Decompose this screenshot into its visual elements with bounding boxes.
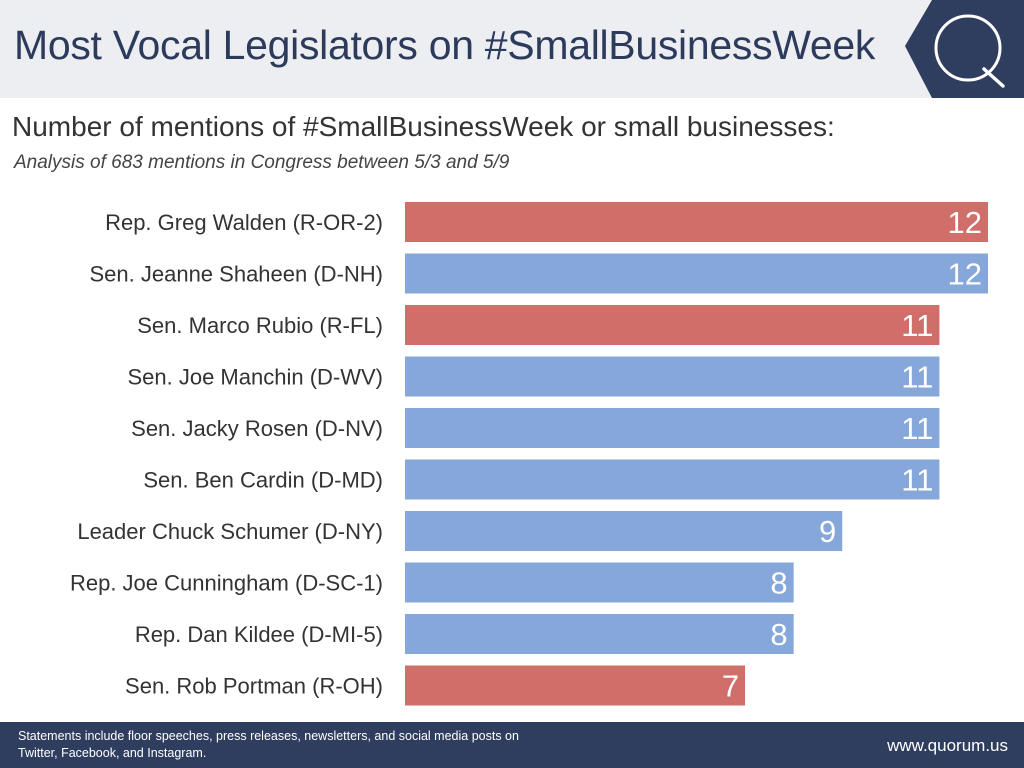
bar-value-label: 12 xyxy=(948,205,982,240)
bar-value-label: 8 xyxy=(770,617,787,652)
bar xyxy=(405,305,940,345)
category-label: Sen. Joe Manchin (D-WV) xyxy=(127,365,383,390)
bar xyxy=(405,253,988,294)
category-label: Leader Chuck Schumer (D-NY) xyxy=(77,519,383,544)
bar xyxy=(405,356,940,397)
bar-value-label: 11 xyxy=(901,411,933,446)
bar xyxy=(405,614,794,654)
chart-subtitle: Number of mentions of #SmallBusinessWeek… xyxy=(12,111,835,142)
category-label: Sen. Marco Rubio (R-FL) xyxy=(137,313,383,338)
bar-value-label: 7 xyxy=(722,669,739,704)
bar-value-label: 11 xyxy=(901,463,933,498)
logo-block xyxy=(905,0,1024,98)
bar-value-label: 11 xyxy=(901,360,933,395)
category-label: Rep. Dan Kildee (D-MI-5) xyxy=(135,622,383,647)
footer: Statements include floor speeches, press… xyxy=(0,722,1024,768)
category-label: Sen. Ben Cardin (D-MD) xyxy=(143,468,383,493)
category-label: Sen. Jacky Rosen (D-NV) xyxy=(131,416,383,441)
category-label: Sen. Rob Portman (R-OH) xyxy=(125,674,383,699)
category-label: Rep. Greg Walden (R-OR-2) xyxy=(105,210,383,235)
header-band: Most Vocal Legislators on #SmallBusiness… xyxy=(0,0,1024,98)
category-label: Sen. Jeanne Shaheen (D-NH) xyxy=(90,262,384,287)
bar xyxy=(405,202,988,242)
bar-value-label: 12 xyxy=(948,257,982,292)
bar-chart: Rep. Greg Walden (R-OR-2) 12 Sen. Jeanne S… xyxy=(70,202,988,706)
footer-url[interactable]: www.quorum.us xyxy=(887,736,1008,755)
bar xyxy=(405,511,843,551)
chart-note: Analysis of 683 mentions in Congress bet… xyxy=(14,152,510,173)
quorum-q-logo xyxy=(934,14,1005,88)
bar xyxy=(405,562,794,603)
bar xyxy=(405,665,746,706)
page-title: Most Vocal Legislators on #SmallBusiness… xyxy=(14,22,876,68)
bar-value-label: 11 xyxy=(901,308,933,343)
category-label: Rep. Joe Cunningham (D-SC-1) xyxy=(70,571,383,596)
footer-note: Statements include floor speeches, press… xyxy=(18,729,519,760)
bar xyxy=(405,408,940,448)
bar-value-label: 8 xyxy=(770,566,787,601)
bar xyxy=(405,459,940,500)
bar-value-label: 9 xyxy=(819,514,836,549)
